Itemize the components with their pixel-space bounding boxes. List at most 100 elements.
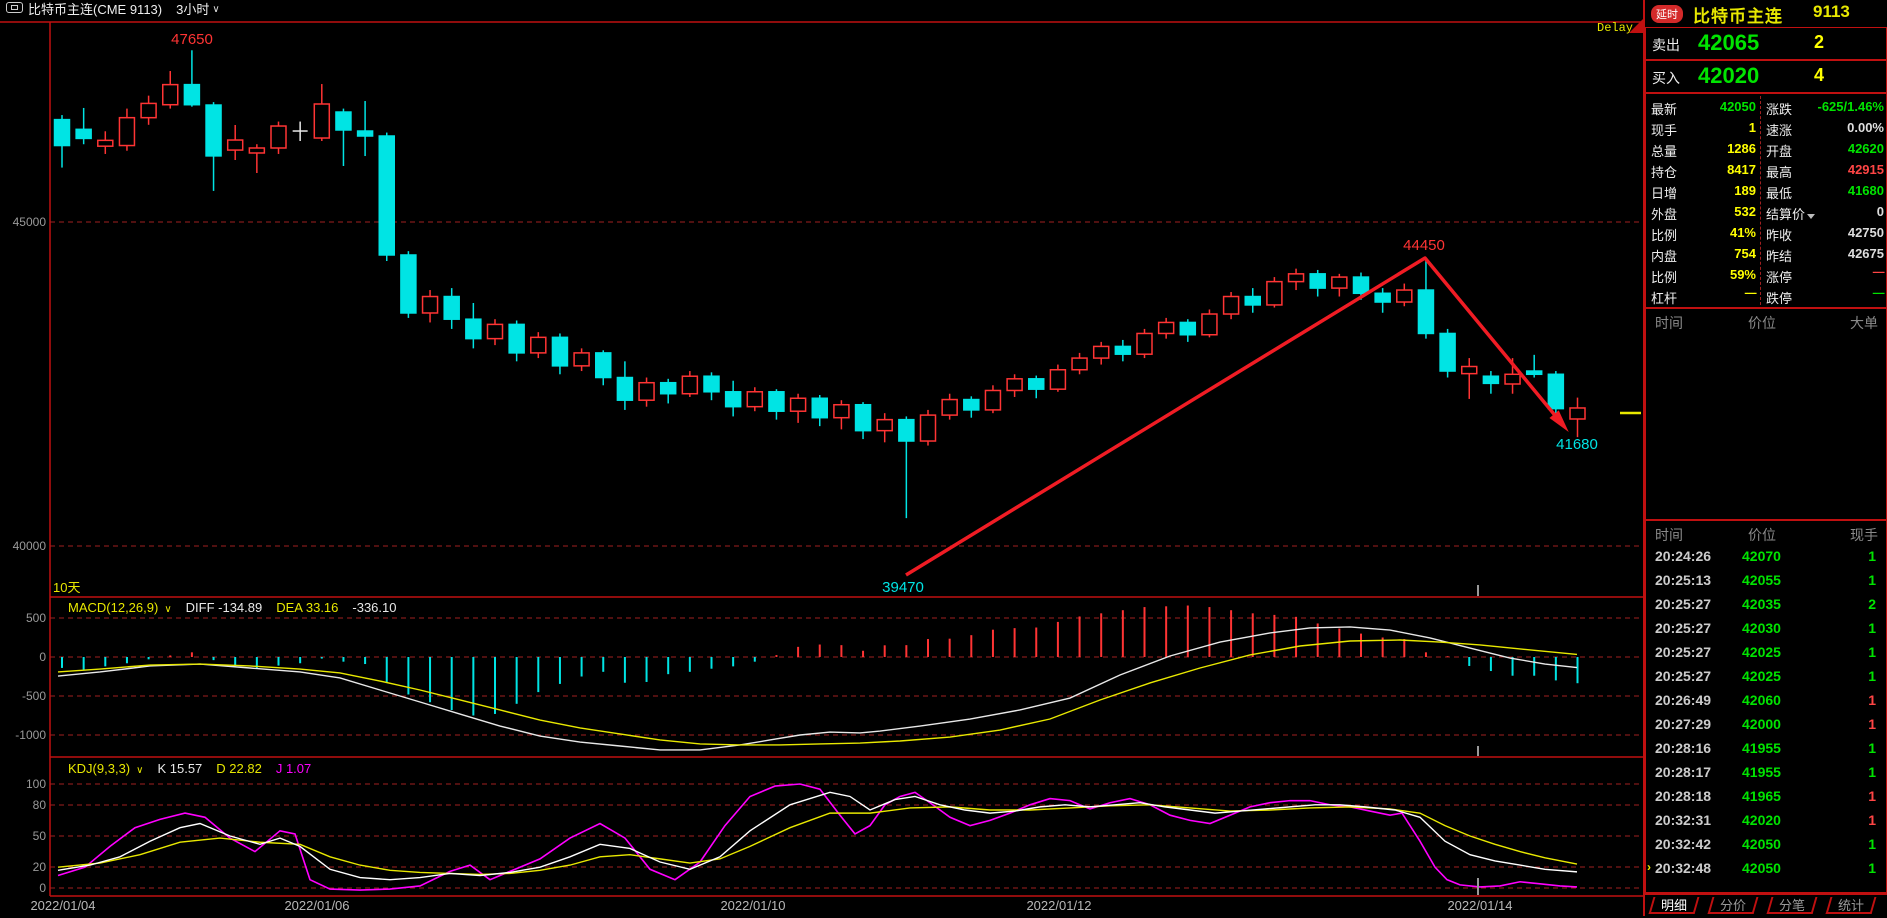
- chevron-down-icon[interactable]: ∨: [164, 604, 172, 615]
- stat-label: 总量: [1651, 144, 1678, 159]
- quote-stats: 最新 42050 涨跌 -625/1.46% 现手 1 速涨 0.00% 总量 1286 开盘 426…: [1645, 93, 1887, 308]
- trade-time: 20:26:49: [1655, 692, 1712, 708]
- trade-qty: 1: [1868, 812, 1876, 828]
- trade-time: 20:25:27: [1655, 596, 1712, 612]
- stat-label: 最高: [1766, 165, 1793, 180]
- tab-分笔[interactable]: 分笔: [1766, 897, 1818, 914]
- trade-price: 42060: [1742, 692, 1781, 708]
- svg-text:2022/01/06: 2022/01/06: [284, 898, 349, 913]
- trade-price: 42025: [1742, 644, 1781, 660]
- tab-分价[interactable]: 分价: [1707, 897, 1759, 914]
- trade-price: 42070: [1742, 548, 1781, 564]
- trade-row: 20:24:26 42070 1: [1646, 548, 1886, 572]
- stat-row: 现手 1 速涨 0.00%: [1646, 117, 1887, 138]
- trade-price: 42030: [1742, 620, 1781, 636]
- trade-row: 20:25:27 42025 1: [1646, 644, 1886, 668]
- col-price: 价位: [1748, 527, 1776, 543]
- stat-value: -----: [1872, 267, 1885, 278]
- current-row-marker: ›: [1647, 860, 1651, 874]
- trade-price: 42025: [1742, 668, 1781, 684]
- stat-label: 比例: [1651, 270, 1678, 285]
- trade-qty: 1: [1868, 572, 1876, 588]
- ask-row[interactable]: 卖出 42065 2: [1645, 27, 1887, 60]
- col-price: 价位: [1748, 315, 1776, 331]
- trade-row: 20:25:27 42030 1: [1646, 620, 1886, 644]
- instrument-code: 9113: [1813, 2, 1850, 21]
- stat-value: 0: [1876, 204, 1884, 219]
- indicator-text: J 1.07: [275, 761, 312, 776]
- link-icon[interactable]: [6, 2, 23, 13]
- trade-price: 42035: [1742, 596, 1781, 612]
- trade-row: 20:28:17 41955 1: [1646, 764, 1886, 788]
- col-lot: 现手: [1850, 527, 1878, 543]
- ask-price: 42065: [1698, 30, 1760, 55]
- trade-time: 20:25:27: [1655, 644, 1712, 660]
- trade-time: 20:32:42: [1655, 836, 1712, 852]
- stat-value: 1286: [1727, 141, 1756, 156]
- col-bigorder: 大单: [1850, 315, 1878, 331]
- chevron-down-icon[interactable]: ∨: [212, 4, 220, 15]
- stat-label: 比例: [1651, 228, 1678, 243]
- svg-text:40000: 40000: [13, 539, 47, 553]
- trade-time: 20:32:31: [1655, 812, 1712, 828]
- trade-price: 41955: [1742, 764, 1781, 780]
- stat-value: 59%: [1729, 267, 1756, 282]
- trade-row: 20:25:27 42025 1: [1646, 668, 1886, 692]
- trade-price: 42055: [1742, 572, 1781, 588]
- kline-chart: 45000 40000 500 0 -500 -1000 100 80 50 20 0 2022/01…: [0, 21, 1643, 913]
- bid-row[interactable]: 买入 42020 4: [1645, 60, 1887, 93]
- svg-text:0: 0: [39, 881, 46, 895]
- stat-label: 日增: [1651, 186, 1678, 201]
- trade-qty: 1: [1868, 740, 1876, 756]
- trade-qty: 1: [1868, 620, 1876, 636]
- trade-qty: 1: [1868, 716, 1876, 732]
- svg-text:50: 50: [33, 829, 47, 843]
- stat-row: 日增 189 最低 41680: [1646, 180, 1887, 201]
- trade-qty: 1: [1868, 644, 1876, 660]
- svg-text:80: 80: [33, 798, 47, 812]
- trade-row: 20:32:42 42050 1: [1646, 836, 1886, 860]
- indicator-text: MACD(12,26,9): [68, 600, 159, 615]
- trade-row: › 20:32:48 42050 1: [1646, 860, 1886, 884]
- stat-label: 速涨: [1766, 123, 1793, 138]
- stat-value: -----: [1744, 288, 1757, 299]
- tab-明细[interactable]: 明细: [1648, 897, 1700, 914]
- indicator-text: DIFF -134.89: [185, 600, 263, 615]
- stat-value: 8417: [1727, 162, 1756, 177]
- stat-label: 外盘: [1651, 207, 1678, 222]
- stat-value: -----: [1872, 288, 1885, 299]
- delay-corner-icon: [1629, 19, 1643, 33]
- svg-text:47650: 47650: [171, 31, 213, 48]
- trade-row: 20:25:13 42055 1: [1646, 572, 1886, 596]
- chart-title: 比特币主连(CME 9113): [28, 2, 163, 17]
- indicator-text: D 22.82: [216, 761, 262, 776]
- trade-time: 20:28:16: [1655, 740, 1712, 756]
- stat-value: 42050: [1719, 99, 1756, 114]
- trade-time: 20:24:26: [1655, 548, 1712, 564]
- quote-panel: 延时 比特币主连 9113 卖出 42065 2 买入 42020 4 最新 42…: [1643, 0, 1887, 916]
- tab-统计[interactable]: 统计: [1825, 897, 1877, 914]
- trade-row: 20:27:29 42000 1: [1646, 716, 1886, 740]
- stat-value: 42675: [1847, 246, 1884, 261]
- indicator-text: KDJ(9,3,3): [68, 761, 131, 776]
- macd-header: MACD(12,26,9) ∨ DIFF -134.89 DEA 33.16 -336.…: [68, 600, 410, 615]
- stat-label: 内盘: [1651, 249, 1678, 264]
- stats-divider: [1760, 96, 1761, 305]
- trade-qty: 2: [1868, 596, 1876, 612]
- trade-row: 20:28:16 41955 1: [1646, 740, 1886, 764]
- chevron-down-icon[interactable]: ∨: [136, 765, 144, 776]
- stat-row: 持仓 8417 最高 42915: [1646, 159, 1887, 180]
- trade-price: 42020: [1742, 812, 1781, 828]
- instrument-name: 比特币主连: [1693, 7, 1783, 26]
- stat-label: 现手: [1651, 123, 1678, 138]
- delay-label: Delay: [1597, 21, 1634, 35]
- stat-label: 结算价: [1766, 204, 1816, 223]
- stat-label: 杠杆: [1651, 291, 1678, 306]
- stat-row: 内盘 754 昨结 42675: [1646, 243, 1887, 264]
- stat-row: 比例 59% 涨停 -----: [1646, 264, 1887, 285]
- settle-dropdown-icon[interactable]: [1807, 214, 1816, 219]
- period-selector[interactable]: 3小时: [176, 2, 210, 17]
- quote-header: 延时 比特币主连 9113: [1645, 0, 1887, 27]
- indicator-text: DEA 33.16: [276, 600, 339, 615]
